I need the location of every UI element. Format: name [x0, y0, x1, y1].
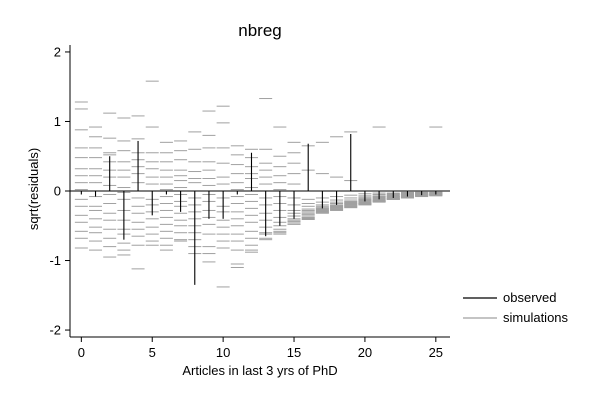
x-tick-label: 20 [358, 345, 372, 360]
legend-simulations-label: simulations [503, 310, 569, 325]
y-axis-label: sqrt(residuals) [26, 148, 41, 230]
chart-title: nbreg [238, 21, 281, 40]
legend-observed-label: observed [503, 290, 556, 305]
x-axis-label: Articles in last 3 yrs of PhD [182, 363, 337, 378]
legend: observed simulations [463, 290, 569, 325]
x-tick-label: 10 [216, 345, 230, 360]
y-tick-label: 2 [54, 44, 61, 59]
y-tick-label: 0 [54, 184, 61, 199]
y-tick-label: -2 [49, 323, 61, 338]
x-tick-label: 5 [149, 345, 156, 360]
x-tick-label: 0 [78, 345, 85, 360]
y-tick-label: -1 [49, 253, 61, 268]
x-tick-label: 15 [287, 345, 301, 360]
plot-area [70, 80, 450, 288]
x-tick-label: 25 [429, 345, 443, 360]
y-tick-label: 1 [54, 114, 61, 129]
